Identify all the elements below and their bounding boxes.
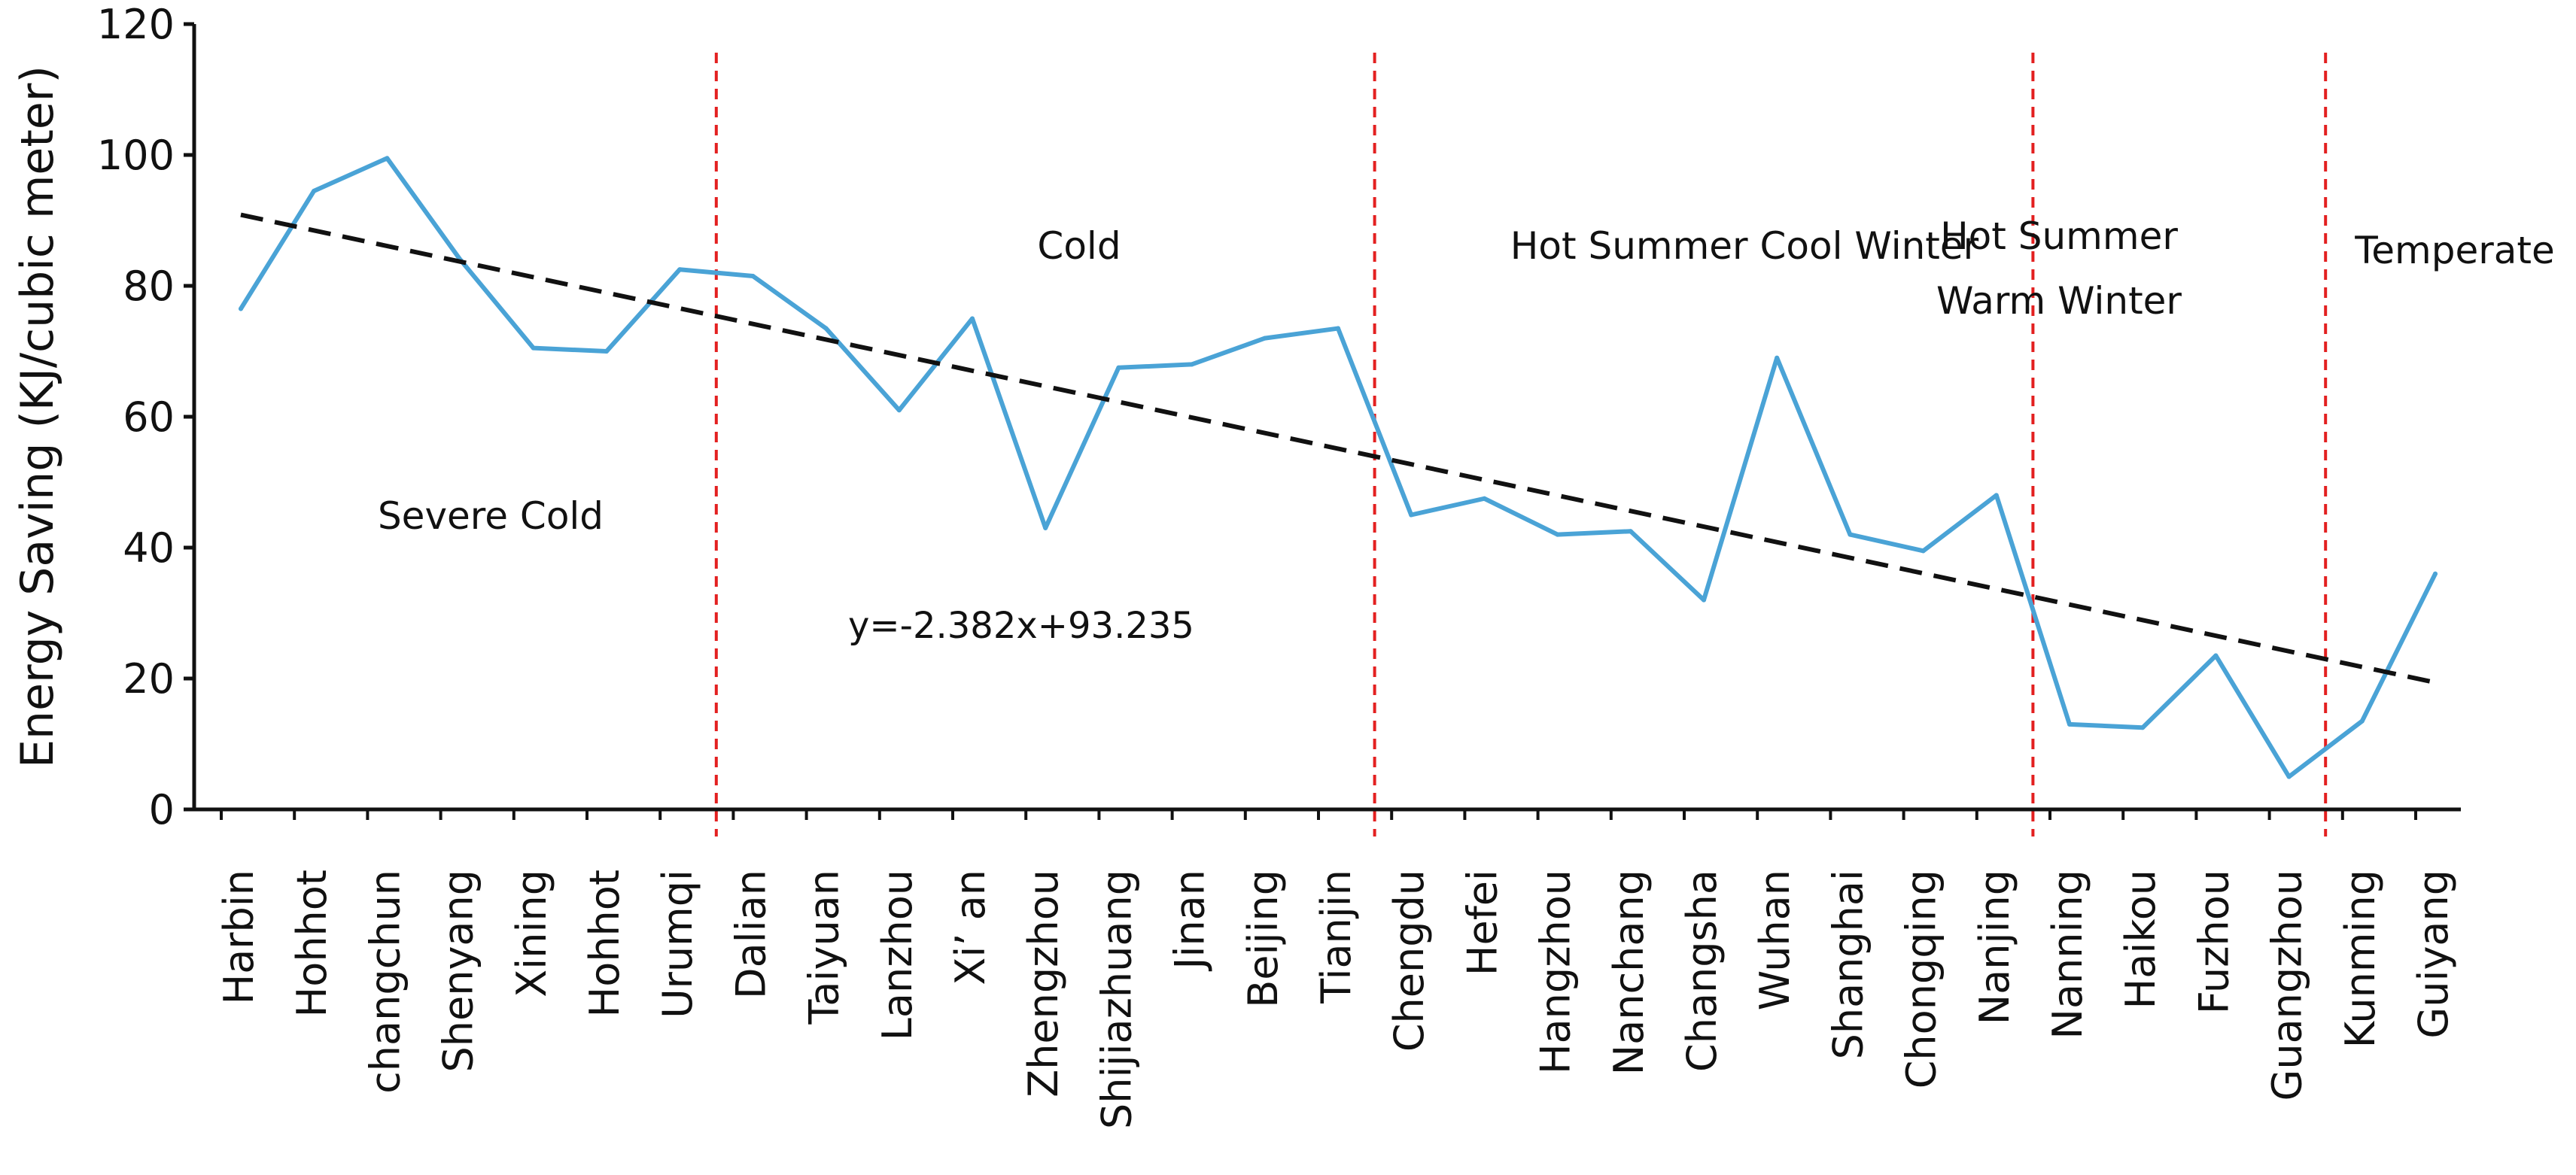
zone-label: Temperate: [2354, 229, 2555, 272]
data-point: [2286, 774, 2292, 779]
x-category-label: Tianjin: [1312, 870, 1360, 1004]
x-category-label: Shanghai: [1824, 870, 1872, 1059]
x-category-label: Beijing: [1239, 870, 1287, 1008]
x-category-label: Hohhot: [288, 870, 336, 1017]
y-tick-label: 120: [97, 1, 175, 48]
y-ticks: 0 20 40 60 80 100 120: [97, 1, 194, 833]
x-category-label: Hefei: [1458, 870, 1506, 976]
y-tick-label: 0: [149, 786, 175, 833]
x-category-label: Urumqi: [654, 870, 701, 1019]
x-category-label: Taiyuan: [801, 870, 848, 1025]
y-tick-label: 20: [123, 655, 175, 703]
data-point: [1043, 525, 1048, 530]
x-category-label: Haikou: [2117, 870, 2164, 1009]
series: [239, 156, 2438, 779]
zone-labels: Severe Cold Cold Hot Summer Cool WinterHot…: [378, 214, 2555, 538]
x-category-label: Zhengzhou: [1020, 870, 1067, 1098]
zone-label-line: Hot Summer Cool Winter: [1510, 224, 1979, 268]
x-category-label: Jinan: [1166, 870, 1214, 971]
x-category-label: Nanchang: [1605, 870, 1653, 1075]
data-point: [677, 267, 683, 272]
x-category-label: Changsha: [1678, 870, 1726, 1072]
x-category-label: Hangzhou: [1532, 870, 1580, 1074]
zone-label-line: Cold: [1037, 224, 1121, 268]
x-category-label: Chengdu: [1385, 870, 1433, 1052]
data-point: [2433, 571, 2438, 576]
y-tick-label: 100: [97, 132, 175, 179]
x-category-label: Harbin: [215, 870, 263, 1004]
x-category-label: Hohhot: [581, 870, 628, 1017]
x-category-label: Lanzhou: [874, 870, 921, 1040]
zone-boundaries: [714, 53, 2328, 836]
x-category-label: Chongqing: [1898, 870, 1945, 1088]
data-point: [1848, 532, 1853, 537]
zone-label: Cold: [1037, 224, 1121, 268]
zone-label: Hot Summer Cool Winter: [1510, 224, 1979, 268]
x-category-label: Nanning: [2044, 870, 2091, 1039]
data-point: [823, 326, 829, 331]
x-category-label: Fuzhou: [2190, 870, 2237, 1014]
data-point: [1702, 597, 1706, 603]
trendline-group: [240, 212, 2436, 685]
data-point: [750, 273, 756, 278]
y-tick-label: 40: [123, 524, 175, 572]
data-point: [239, 306, 243, 311]
x-ticks: Harbin Hohhot changchun Shenyang Xining Hohho…: [215, 809, 2457, 1129]
x-category-label: Shijiazhuang: [1093, 870, 1140, 1129]
x-category-label: Guiyang: [2410, 870, 2457, 1039]
y-tick-label: 80: [123, 263, 175, 310]
data-point: [970, 316, 975, 321]
y-axis-title: Energy Saving (KJ/cubic meter): [11, 65, 64, 768]
data-point: [1189, 362, 1194, 367]
data-point: [1994, 493, 1999, 498]
data-point: [1775, 355, 1780, 360]
data-point: [531, 345, 536, 351]
data-point: [1921, 548, 1926, 554]
trendline: [240, 212, 2436, 685]
data-point: [2213, 653, 2219, 658]
data-point: [1336, 326, 1340, 331]
data-point: [312, 188, 317, 193]
data-point: [1262, 335, 1267, 341]
data-point: [604, 349, 609, 354]
trendline-equation: y=-2.382x+93.235: [848, 605, 1194, 647]
data-point: [1555, 532, 1560, 537]
data-point: [2359, 718, 2365, 724]
zone-label: Hot Summer Warm Winter: [1936, 214, 2182, 323]
data-point: [385, 156, 390, 161]
data-point: [2067, 721, 2072, 727]
zone-label-line: Temperate: [2354, 229, 2555, 272]
x-category-label: Wuhan: [1751, 870, 1799, 1010]
x-category-label: Xining: [508, 870, 555, 997]
x-category-label: Dalian: [727, 870, 774, 999]
zone-label: Severe Cold: [378, 494, 604, 538]
zone-label-line: Warm Winter: [1936, 279, 2182, 323]
x-category-label: Nanjing: [1971, 870, 2018, 1025]
zone-label-line: Hot Summer: [1940, 214, 2178, 258]
data-point: [1116, 365, 1121, 370]
data-point: [896, 408, 902, 413]
zone-label-line: Severe Cold: [378, 494, 604, 538]
x-category-label: Shenyang: [435, 870, 482, 1073]
data-point: [1409, 512, 1414, 518]
x-category-label: Guangzhou: [2264, 870, 2311, 1101]
data-point: [2140, 725, 2146, 730]
x-category-label: Xi’ an: [947, 870, 994, 985]
data-point: [1482, 496, 1487, 501]
y-tick-label: 60: [123, 393, 175, 441]
axes: [192, 24, 2461, 812]
x-category-label: changchun: [361, 870, 409, 1094]
x-category-label: Kunming: [2337, 870, 2384, 1048]
data-point: [1628, 529, 1633, 534]
